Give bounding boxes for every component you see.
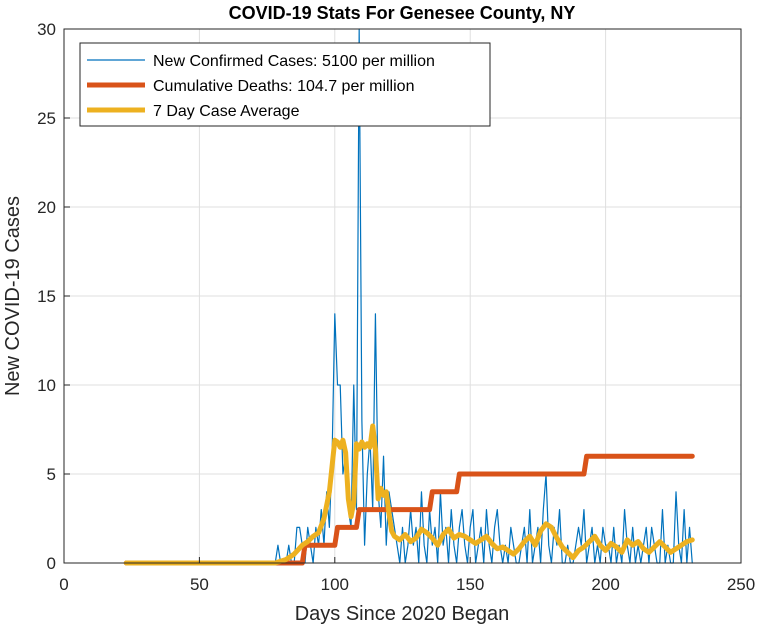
y-axis-label: New COVID-19 Cases (2, 196, 24, 396)
legend-label-2: Cumulative Deaths: 104.7 per million (153, 78, 414, 95)
y-tick-label: 0 (47, 554, 56, 573)
chart-title: COVID-19 Stats For Genesee County, NY (229, 3, 576, 23)
y-tick-label: 10 (37, 376, 56, 395)
x-tick-label: 0 (59, 575, 68, 594)
series-line-3 (123, 423, 695, 566)
x-axis-label: Days Since 2020 Began (295, 603, 510, 625)
y-tick-label: 5 (47, 465, 56, 484)
series-line-2 (123, 453, 695, 566)
series-line-1 (125, 28, 693, 564)
legend-label-1: New Confirmed Cases: 5100 per million (153, 53, 435, 70)
y-tick-label: 25 (37, 109, 56, 128)
legend-label-3: 7 Day Case Average (153, 103, 300, 120)
series-layer (123, 28, 695, 566)
ticks: 0 50 100 150 200 250 0 5 10 15 20 25 30 (37, 20, 755, 594)
y-tick-label: 15 (37, 287, 56, 306)
x-tick-label: 50 (190, 575, 209, 594)
x-tick-label: 150 (456, 575, 484, 594)
x-tick-label: 250 (727, 575, 755, 594)
x-tick-label: 200 (591, 575, 619, 594)
legend-box (79, 42, 491, 127)
y-tick-label: 30 (37, 20, 56, 39)
legend: New Confirmed Cases: 5100 per million Cum… (79, 42, 491, 127)
y-tick-label: 20 (37, 198, 56, 217)
x-tick-label: 100 (321, 575, 349, 594)
